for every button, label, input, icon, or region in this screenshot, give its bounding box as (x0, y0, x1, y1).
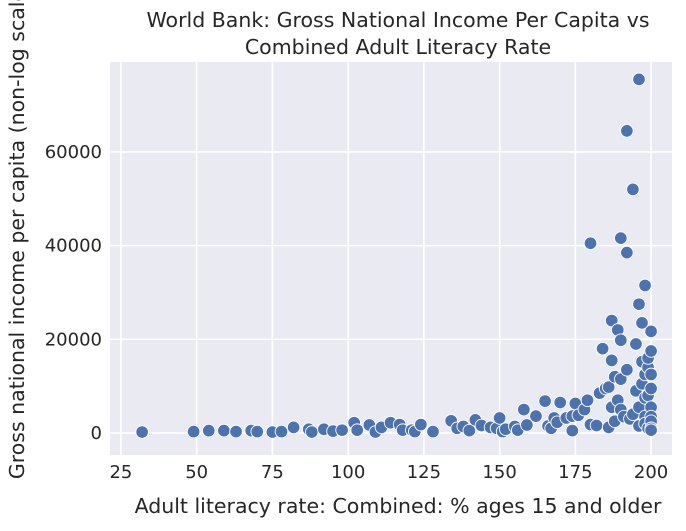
data-point (335, 423, 349, 437)
data-point (462, 423, 477, 438)
data-point (644, 367, 658, 382)
chart-title-line-2: Combined Adult Literacy Rate (245, 35, 551, 59)
x-tick-label: 200 (634, 462, 668, 483)
data-point (414, 417, 428, 432)
data-point (644, 381, 658, 396)
data-point (580, 393, 595, 407)
data-point (629, 337, 643, 351)
data-point (517, 402, 531, 417)
data-point (614, 333, 628, 347)
data-point (589, 418, 604, 433)
data-point (635, 316, 649, 330)
y-axis-label: Gross national income per capita (non-lo… (5, 0, 29, 479)
data-point (620, 124, 634, 138)
data-point (644, 324, 658, 339)
x-tick-label: 100 (331, 462, 365, 483)
data-point (229, 424, 243, 439)
data-point (595, 341, 610, 356)
y-tick-label: 40000 (45, 236, 102, 257)
data-point (202, 423, 216, 438)
data-point (520, 418, 534, 432)
data-point (644, 344, 658, 358)
data-point (217, 423, 231, 438)
y-tick-label: 60000 (45, 142, 102, 163)
data-point (529, 409, 543, 423)
data-point (538, 394, 552, 408)
data-point (135, 425, 149, 439)
data-point (644, 423, 658, 437)
data-point (553, 395, 567, 410)
data-point (492, 411, 507, 425)
data-point (250, 424, 264, 439)
data-point (426, 424, 440, 439)
x-tick-label: 125 (407, 462, 441, 483)
x-tick-label: 175 (558, 462, 592, 483)
x-axis-label: Adult literacy rate: Combined: % ages 15… (135, 494, 662, 518)
y-tick-label: 0 (91, 423, 102, 444)
data-point (626, 182, 640, 197)
data-point (565, 423, 580, 438)
data-point (638, 278, 652, 293)
data-point (604, 313, 619, 328)
data-point (601, 380, 616, 394)
x-tick-label: 50 (185, 462, 208, 483)
data-point (620, 362, 634, 377)
plot-area (110, 62, 672, 455)
data-point (632, 297, 646, 311)
tick-labels: 25 50 75 100 125 150 175 200 0 20000 40000 60000 (45, 142, 669, 483)
data-point (350, 423, 364, 437)
data-point (305, 425, 319, 439)
y-tick-label: 20000 (45, 329, 102, 350)
data-point (583, 236, 598, 251)
x-tick-label: 75 (261, 462, 284, 483)
data-points (135, 72, 658, 439)
data-point (614, 372, 628, 386)
data-point (286, 420, 301, 435)
data-point (620, 245, 634, 260)
data-point (604, 353, 619, 368)
data-point (632, 72, 646, 87)
data-point (274, 424, 289, 439)
data-point (614, 231, 628, 245)
data-point (186, 424, 201, 439)
x-tick-label: 150 (482, 462, 516, 483)
chart-title-line-1: World Bank: Gross National Income Per Ca… (146, 8, 649, 32)
x-tick-label: 25 (109, 462, 132, 483)
